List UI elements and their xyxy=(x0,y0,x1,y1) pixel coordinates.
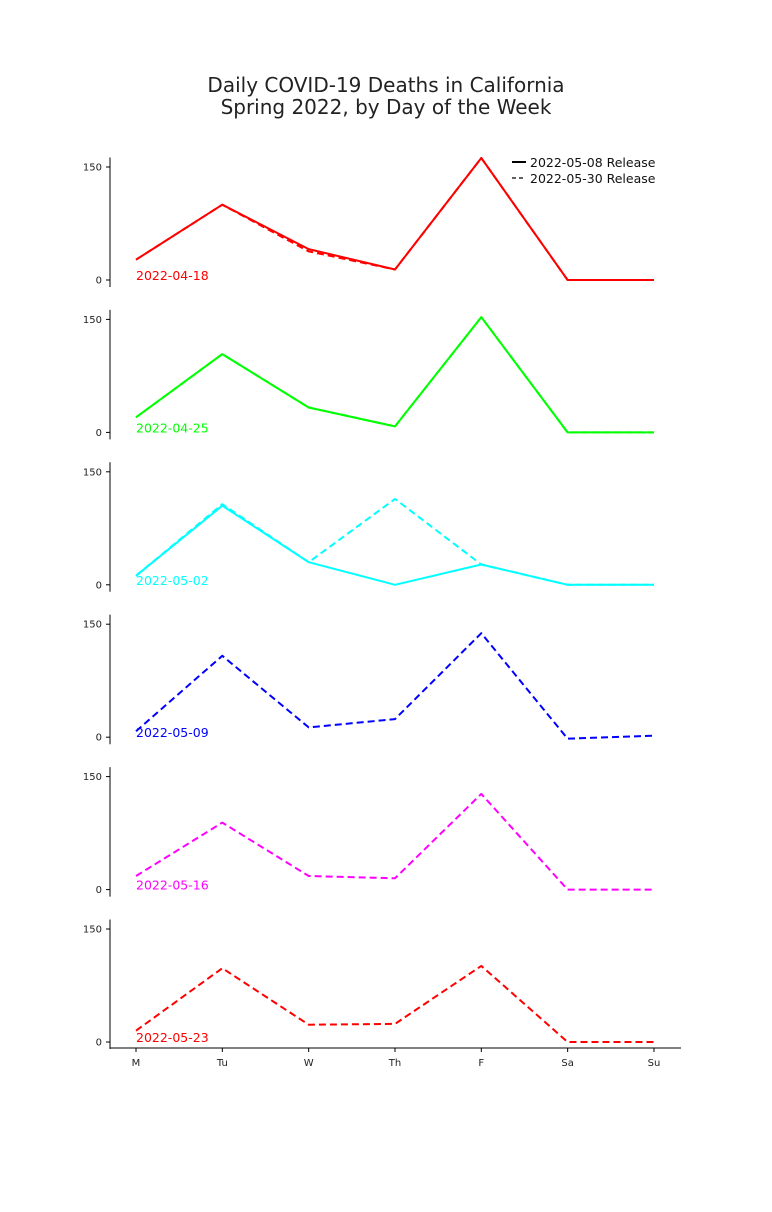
week-label: 2022-05-16 xyxy=(136,878,209,893)
y-tick-label: 150 xyxy=(83,163,102,174)
panel-2022-05-16: 0 150 2022-05-16 xyxy=(83,767,654,897)
series-line-dashed xyxy=(135,316,654,434)
x-tick-label: F xyxy=(478,1058,484,1069)
series-line-dashed xyxy=(135,792,654,891)
panel-2022-05-09: 0 150 2022-05-09 xyxy=(83,614,655,745)
legend-label-dashed: 2022-05-30 Release xyxy=(530,171,656,186)
y-tick-label: 150 xyxy=(83,772,102,783)
series-line-dashed xyxy=(135,964,654,1043)
week-label: 2022-05-02 xyxy=(136,573,209,588)
y-tick-label: 0 xyxy=(96,580,102,591)
panel-2022-05-23: 0 150 2022-05-23 xyxy=(83,919,654,1049)
x-tick-label: Su xyxy=(648,1058,661,1069)
y-tick-label: 0 xyxy=(96,428,102,439)
x-axis: M Tu W Th F Sa Su xyxy=(110,1047,681,1069)
x-tick-label: M xyxy=(132,1058,141,1069)
y-tick-label: 0 xyxy=(96,276,102,287)
y-tick-label: 150 xyxy=(83,467,102,478)
series-line-solid xyxy=(135,504,654,586)
series-line-dashed xyxy=(135,497,654,586)
week-label: 2022-05-23 xyxy=(136,1030,209,1045)
x-tick-label: Sa xyxy=(561,1058,573,1069)
y-tick-label: 150 xyxy=(83,620,102,631)
legend: 2022-05-08 Release 2022-05-30 Release xyxy=(512,155,656,186)
panel-2022-04-18: 0 150 2022-04-18 xyxy=(83,157,654,287)
x-tick-label: Tu xyxy=(216,1058,228,1069)
chart-title-line1: Daily COVID-19 Deaths in California xyxy=(207,73,564,97)
y-tick-label: 0 xyxy=(96,885,102,896)
series-line-dashed xyxy=(135,157,654,281)
chart-title-line2: Spring 2022, by Day of the Week xyxy=(221,95,552,119)
y-tick-label: 150 xyxy=(83,315,102,326)
x-tick-label: Th xyxy=(388,1058,401,1069)
series-line-solid xyxy=(135,316,654,434)
panel-2022-05-02: 0 150 2022-05-02 xyxy=(83,462,654,592)
week-label: 2022-04-25 xyxy=(136,420,209,435)
y-tick-label: 0 xyxy=(96,1038,102,1049)
chart-panels: 0 150 2022-04-18 0 150 2022-04-25 0 150 2022-05-… xyxy=(83,157,655,1049)
series-line-dashed xyxy=(135,632,655,740)
week-label: 2022-05-09 xyxy=(136,725,209,740)
y-tick-label: 0 xyxy=(96,733,102,744)
legend-label-solid: 2022-05-08 Release xyxy=(530,155,656,170)
panel-2022-04-25: 0 150 2022-04-25 xyxy=(83,309,654,440)
x-tick-label: W xyxy=(304,1058,314,1069)
y-tick-label: 150 xyxy=(83,925,102,936)
week-label: 2022-04-18 xyxy=(136,268,209,283)
